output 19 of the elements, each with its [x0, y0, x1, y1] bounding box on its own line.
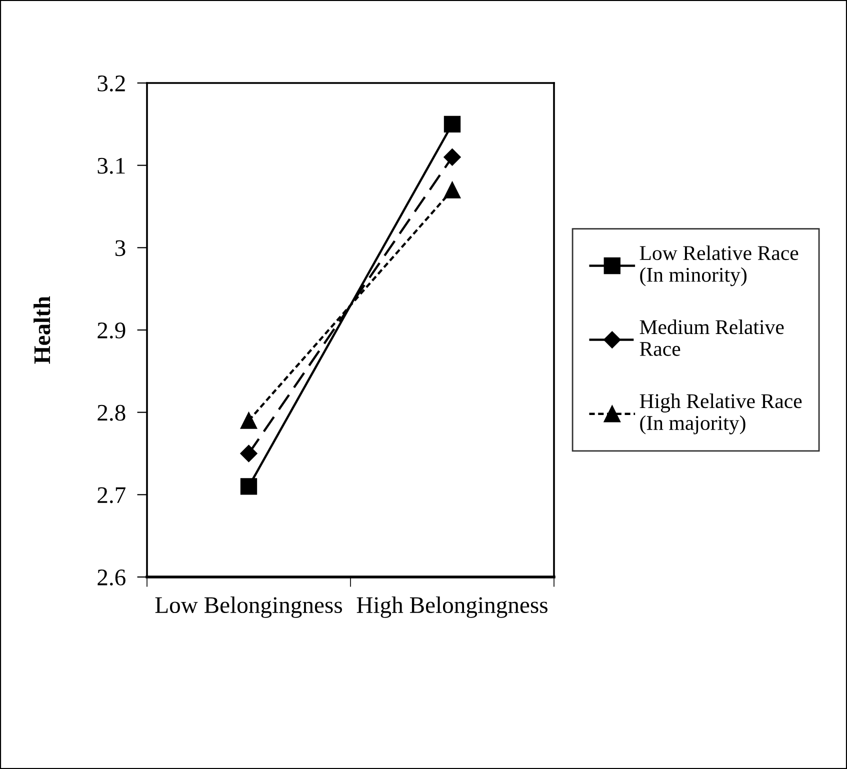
y-tick-label: 2.7	[98, 487, 126, 504]
y-tick-label: 3	[115, 240, 126, 256]
legend-label: Medium Relative Race	[640, 320, 784, 356]
point	[444, 182, 461, 198]
legend-label: High Relative Race (In majority)	[640, 394, 802, 434]
y-axis-title: Health	[34, 296, 50, 364]
point	[240, 412, 258, 429]
y-tick-label: 3.1	[98, 158, 125, 174]
point	[444, 148, 461, 166]
y-tick-label: 2.9	[98, 322, 126, 339]
x-tick-label: Low Belongingness	[155, 596, 342, 618]
point	[240, 478, 258, 495]
x-tick-label: High Belongingness	[356, 596, 548, 618]
y-tick-label: 2.8	[98, 404, 126, 421]
point	[240, 444, 258, 462]
point	[444, 116, 461, 132]
y-tick-label: 3.2	[98, 76, 125, 92]
legend-label: Low Relative Race (In minority)	[640, 245, 798, 286]
y-tick-label: 2.6	[98, 570, 126, 586]
